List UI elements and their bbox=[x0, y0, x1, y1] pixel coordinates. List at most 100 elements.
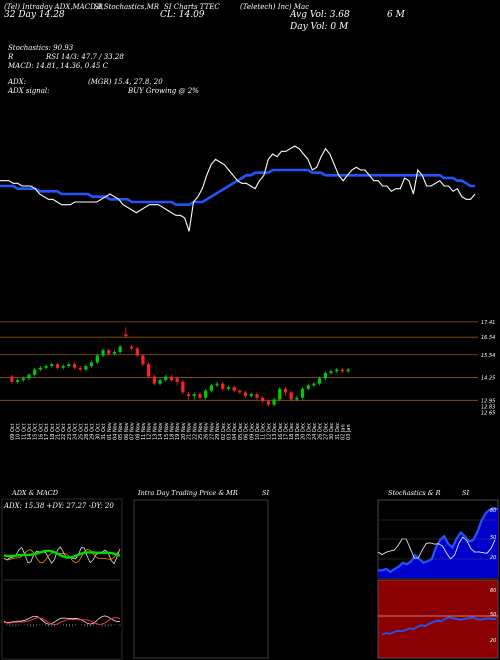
candle-body bbox=[55, 364, 60, 368]
candle-body bbox=[329, 371, 333, 374]
price-gridlines bbox=[0, 321, 478, 401]
candle-body bbox=[186, 394, 191, 396]
moving-average-line bbox=[0, 168, 475, 206]
candle-body bbox=[10, 376, 14, 382]
date-label: 04 Dec bbox=[232, 422, 238, 440]
adx-panel-values: ADX: 15.38 +DY: 27.27 -DY: 20 bbox=[3, 502, 114, 510]
candle-body bbox=[175, 378, 179, 382]
stoch-title: Stochastics & R bbox=[388, 489, 441, 497]
candle-body bbox=[283, 388, 288, 393]
header-col4-line1: (Teletech) Inc) Mac bbox=[240, 3, 310, 11]
date-label: 03 Dec bbox=[226, 422, 232, 440]
candle-body bbox=[147, 364, 151, 377]
date-label: 31 Oct bbox=[101, 423, 107, 440]
rsi-tick-label: 20 bbox=[490, 638, 496, 644]
date-label: 31 Dec bbox=[335, 422, 341, 440]
date-label: 14 Oct bbox=[27, 423, 33, 440]
candle-body bbox=[84, 366, 88, 370]
date-label: 05 Dec bbox=[238, 422, 244, 440]
date-label: 13 Nov bbox=[152, 422, 158, 440]
rsi-tick-label: 80 bbox=[490, 588, 496, 594]
overlay-chart bbox=[0, 145, 476, 232]
candle-body bbox=[158, 380, 162, 384]
date-label: 15 Nov bbox=[164, 422, 170, 440]
stoch-area-fill bbox=[378, 508, 498, 578]
price-overlay-line bbox=[0, 145, 476, 232]
date-label: 11 Oct bbox=[21, 423, 27, 440]
intraday-frame bbox=[133, 499, 269, 659]
date-label: 18 Nov bbox=[169, 422, 175, 440]
stoch-tick-label: 80 bbox=[490, 508, 496, 514]
candle-body bbox=[27, 374, 31, 379]
stoch-rsi-panel: Stochastics & R SI 80 50 20 80 50 20 bbox=[377, 489, 499, 659]
candle-body bbox=[118, 346, 122, 352]
price-axis-label: 12.83 bbox=[481, 404, 495, 410]
date-label: 19 Nov bbox=[175, 422, 181, 440]
rsi-lines bbox=[378, 615, 498, 636]
candle-body bbox=[50, 364, 54, 367]
candle-body bbox=[135, 348, 139, 356]
candle-body bbox=[33, 369, 37, 375]
candle-body bbox=[300, 388, 305, 398]
macd-lines bbox=[3, 615, 121, 627]
candle-body bbox=[215, 383, 219, 386]
date-label: 16 Dec bbox=[278, 422, 284, 440]
stoch-ticks: 80 50 20 80 50 20 bbox=[490, 508, 496, 644]
adx-panel-frame bbox=[1, 498, 123, 660]
rsi-line bbox=[381, 616, 496, 636]
candle-body bbox=[243, 392, 248, 396]
candle-body bbox=[72, 364, 77, 368]
candle-body bbox=[152, 376, 156, 384]
stoch-si: SI bbox=[462, 489, 469, 497]
candle-body bbox=[21, 378, 25, 381]
intraday-title: Intra Day Trading Price & MR bbox=[137, 489, 238, 497]
adx-lines bbox=[3, 546, 121, 581]
candle-body bbox=[67, 364, 71, 367]
date-label: 19 Dec bbox=[295, 422, 301, 440]
candle-body bbox=[266, 401, 270, 405]
date-label: 30 Oct bbox=[95, 423, 101, 440]
date-label: 20 Dec bbox=[301, 422, 307, 440]
date-label: 07 Nov bbox=[130, 422, 136, 440]
date-label: 23 Dec bbox=[306, 422, 312, 440]
date-label: 02 Jan bbox=[340, 424, 346, 440]
date-label: 03 Jan bbox=[346, 424, 352, 440]
candle-body bbox=[15, 380, 20, 382]
adx-panel-title: ADX & MACD bbox=[11, 489, 59, 497]
date-label: 17 Dec bbox=[283, 422, 289, 440]
date-label: 30 Dec bbox=[329, 422, 335, 440]
date-label: 22 Oct bbox=[61, 423, 67, 440]
candlestick-series bbox=[10, 327, 350, 407]
date-label: 15 Oct bbox=[33, 423, 39, 440]
adx-signal-label: ADX signal: bbox=[8, 87, 50, 95]
macd-white-line bbox=[3, 615, 121, 625]
date-label: 16 Oct bbox=[38, 423, 44, 440]
header-col1-line1: (Tel) Intraday ADX,MACD,B bbox=[4, 3, 103, 11]
candle-body bbox=[112, 351, 117, 354]
candle-body bbox=[306, 385, 310, 389]
date-label: 12 Dec bbox=[266, 422, 272, 440]
date-axis: 09 Oct 10 Oct 11 Oct 14 Oct 15 Oct 16 Oct 17 O… bbox=[10, 422, 352, 440]
date-label: 21 Nov bbox=[187, 422, 193, 440]
price-axis-label: 12.95 bbox=[481, 398, 495, 404]
price-axis-label: 17.41 bbox=[481, 320, 495, 326]
candle-body bbox=[312, 383, 316, 386]
candle-body bbox=[295, 397, 299, 400]
date-label: 22 Nov bbox=[192, 422, 198, 440]
candle-body bbox=[323, 373, 327, 379]
candle-body bbox=[78, 367, 82, 370]
candle-body bbox=[181, 381, 185, 393]
candle-body bbox=[226, 387, 231, 389]
date-label: 25 Nov bbox=[198, 422, 204, 440]
header-col2-line2: CL: 14.09 bbox=[160, 10, 205, 20]
candle-body bbox=[129, 346, 134, 349]
rsi-readout: RSI 14/3: 47.7 / 33.28 bbox=[46, 53, 124, 61]
date-label: 27 Nov bbox=[209, 422, 215, 440]
date-label: 29 Nov bbox=[215, 422, 221, 440]
adx-macd-panel: ADX & MACD ADX: 15.38 +DY: 27.27 -DY: 20 bbox=[1, 489, 123, 660]
candle-body bbox=[95, 355, 99, 363]
candle-body bbox=[141, 355, 145, 365]
date-label: 11 Nov bbox=[141, 422, 147, 440]
candle-body bbox=[249, 394, 253, 396]
